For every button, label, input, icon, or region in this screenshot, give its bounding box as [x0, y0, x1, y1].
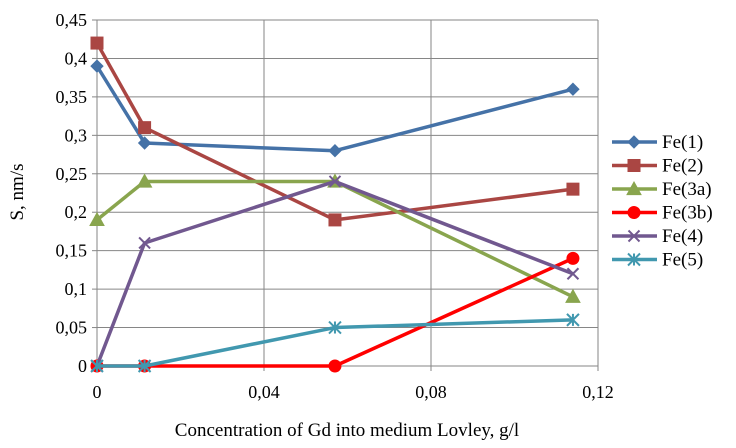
legend-item: Fe(1) [612, 132, 703, 153]
data-point [90, 36, 104, 50]
legend-label: Fe(2) [662, 156, 703, 177]
y-tick-label: 0,15 [56, 241, 88, 261]
series-fe-4 [90, 175, 580, 373]
series-fe-1 [90, 59, 580, 158]
data-point [566, 182, 580, 196]
series-line [97, 256, 574, 368]
x-tick-label: 0,08 [415, 382, 447, 402]
data-point [328, 320, 342, 335]
y-tick-label: 0,05 [56, 318, 88, 338]
y-tick-label: 0,35 [56, 87, 88, 107]
data-point [328, 213, 342, 227]
data-point [566, 267, 580, 280]
legend-item: Fe(4) [612, 226, 703, 247]
data-point [566, 313, 580, 327]
series-line [97, 318, 574, 368]
y-tick-label: 0,1 [65, 279, 88, 299]
data-point [90, 359, 104, 373]
series-line [95, 179, 574, 367]
tick-labels: 0 0,05 0,1 0,15 0,2 0,25 0,3 0,35 0,4 0,45 0 0,04 0,… [56, 10, 614, 402]
legend-marker [627, 159, 641, 172]
x-tick-label: 0 [93, 382, 102, 402]
data-point [138, 121, 152, 135]
data-point [89, 211, 105, 227]
y-tick-label: 0,4 [65, 48, 88, 68]
legend-label: Fe(3b) [662, 203, 713, 224]
legend-label: Fe(1) [662, 132, 703, 153]
y-tick-label: 0,2 [65, 202, 88, 222]
legend-item: Fe(2) [612, 156, 703, 177]
data-point [328, 359, 342, 373]
legend-marker [627, 135, 641, 149]
legend-marker [627, 206, 641, 219]
x-tick-label: 0,04 [248, 382, 280, 402]
data-point [136, 173, 153, 188]
y-tick-label: 0,45 [56, 10, 88, 30]
data-point [90, 59, 104, 73]
series-line [95, 42, 574, 222]
y-tick-label: 0 [78, 356, 87, 376]
x-axis-title: Concentration of Gd into medium Lovley, … [175, 420, 519, 441]
legend-marker [627, 252, 641, 267]
gridlines [97, 19, 599, 366]
data-point [137, 136, 152, 150]
y-tick-label: 0,3 [65, 125, 88, 145]
series-line [95, 179, 574, 299]
legend-marker [627, 229, 641, 243]
data-point [138, 236, 151, 250]
legend-label: Fe(5) [662, 250, 703, 271]
series-fe-2 [90, 36, 580, 227]
y-tick-label: 0,25 [56, 164, 88, 184]
legend-marker [626, 180, 642, 196]
series-fe-3b [90, 251, 580, 373]
legend: Fe(1) Fe(2)Fe(3a) Fe(3b)Fe(4) Fe(5) [612, 132, 713, 271]
y-axis-title: S, nm/s [7, 163, 28, 220]
series-line [95, 65, 574, 153]
data-point [565, 288, 581, 303]
legend-label: Fe(3a) [662, 179, 712, 200]
data-point [566, 251, 580, 265]
series-layer [89, 36, 581, 373]
legend-item: Fe(5) [612, 250, 703, 271]
legend-item: Fe(3b) [612, 203, 713, 224]
legend-label: Fe(4) [662, 226, 703, 247]
data-point [328, 144, 342, 158]
data-point [566, 82, 580, 96]
x-tick-label: 0,12 [582, 382, 614, 402]
data-point [137, 359, 152, 373]
series-fe-5 [90, 313, 580, 373]
legend-item: Fe(3a) [612, 179, 712, 200]
data-point [328, 175, 342, 188]
